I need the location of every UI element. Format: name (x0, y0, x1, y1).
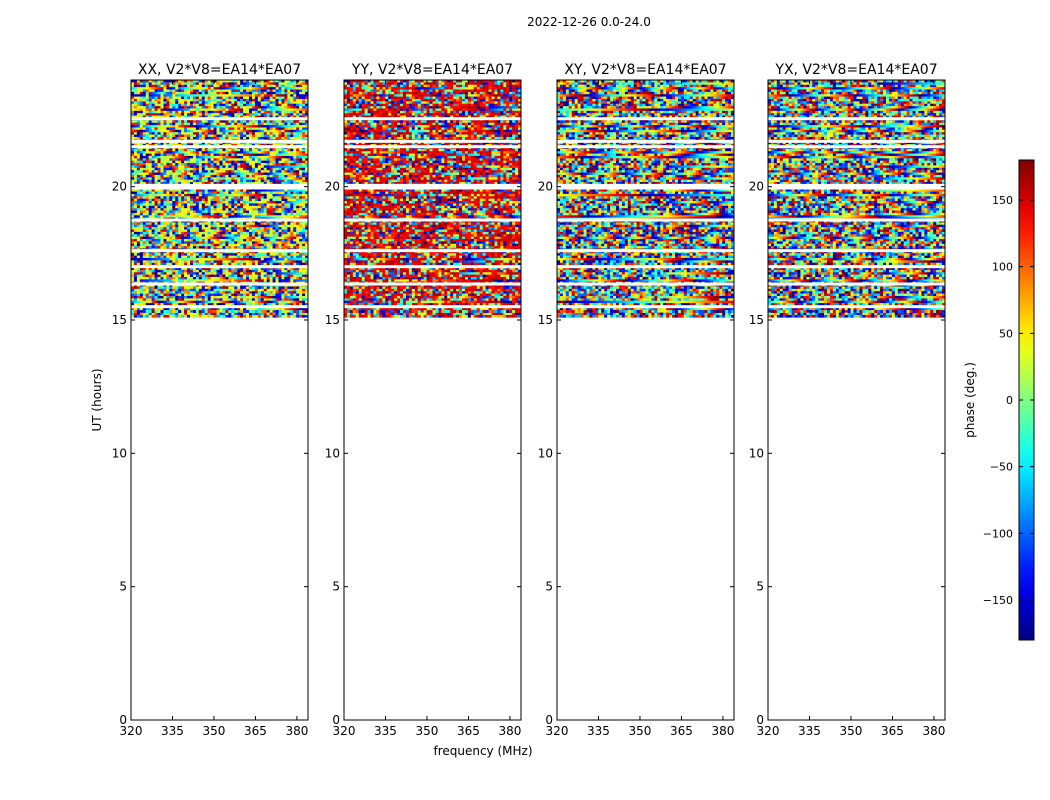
y-tick-label: 15 (112, 313, 127, 327)
colorbar-tick-label: 100 (992, 261, 1013, 274)
y-tick-label: 5 (756, 580, 764, 594)
x-tick-label: 365 (244, 724, 267, 738)
colorbar-tick-label: −50 (990, 461, 1013, 474)
x-tick-label: 350 (416, 724, 439, 738)
panels-group: XX, V2*V8=EA14*EA07 320 335 350 365 380 0 5 10 15… (112, 62, 946, 738)
colorbar-label: phase (deg.) (963, 362, 977, 438)
x-tick-label: 380 (498, 724, 521, 738)
panel-frame (343, 79, 522, 721)
colorbar-tick-label: 50 (999, 327, 1013, 340)
y-tick-label: 20 (749, 180, 764, 194)
x-tick-label: 365 (670, 724, 693, 738)
panel-title: XX, V2*V8=EA14*EA07 (138, 62, 301, 78)
y-tick-label: 10 (325, 446, 340, 460)
figure-suptitle: 2022-12-26 0.0-24.0 (527, 15, 651, 29)
panel-frame (556, 79, 735, 721)
x-axis-label: frequency (MHz) (433, 744, 532, 758)
x-tick-label: 320 (757, 724, 780, 738)
x-tick-label: 335 (798, 724, 821, 738)
y-tick-label: 10 (749, 446, 764, 460)
y-tick-label: 0 (545, 713, 553, 727)
panel-frame (130, 79, 309, 721)
x-tick-label: 365 (457, 724, 480, 738)
y-tick-label: 10 (112, 446, 127, 460)
y-tick-label: 20 (325, 180, 340, 194)
y-axis-label: UT (hours) (90, 368, 104, 431)
colorbar-tick-label: −150 (983, 594, 1013, 607)
x-tick-label: 335 (161, 724, 184, 738)
heatmap-cells (768, 80, 945, 318)
panel-frame (767, 79, 946, 721)
colorbar-tick-label: −100 (983, 527, 1013, 540)
y-tick-label: 20 (538, 180, 553, 194)
colorbar: −150 −100 −50 0 50 100 150 (983, 159, 1035, 641)
heatmap-cells (344, 80, 521, 318)
panel-title: YY, V2*V8=EA14*EA07 (351, 62, 513, 78)
panel-title: YX, V2*V8=EA14*EA07 (774, 62, 937, 78)
x-tick-label: 380 (922, 724, 945, 738)
x-tick-label: 365 (881, 724, 904, 738)
x-tick-label: 350 (203, 724, 226, 738)
x-tick-label: 380 (711, 724, 734, 738)
x-tick-label: 335 (587, 724, 610, 738)
panel-xx: XX, V2*V8=EA14*EA07 320 335 350 365 380 0 5 10 15… (112, 62, 309, 738)
x-tick-label: 350 (840, 724, 863, 738)
panel-yx: YX, V2*V8=EA14*EA07 320 335 350 365 380 0 5 10 15… (749, 62, 946, 738)
panel-title: XY, V2*V8=EA14*EA07 (564, 62, 726, 78)
y-tick-label: 20 (112, 180, 127, 194)
y-tick-label: 5 (119, 580, 127, 594)
y-tick-label: 0 (119, 713, 127, 727)
y-tick-label: 5 (545, 580, 553, 594)
y-tick-label: 0 (332, 713, 340, 727)
x-tick-label: 350 (629, 724, 652, 738)
y-tick-label: 15 (538, 313, 553, 327)
heatmap-cells (131, 80, 308, 318)
colorbar-tick-label: 0 (1006, 394, 1013, 407)
x-tick-label: 320 (120, 724, 143, 738)
colorbar-tick-label: 150 (992, 194, 1013, 207)
panel-xy: XY, V2*V8=EA14*EA07 320 335 350 365 380 0 5 10 15… (538, 62, 735, 738)
y-tick-label: 0 (756, 713, 764, 727)
x-tick-label: 320 (333, 724, 356, 738)
y-tick-label: 10 (538, 446, 553, 460)
heatmap-cells (557, 80, 734, 318)
x-tick-label: 320 (546, 724, 569, 738)
y-tick-label: 15 (325, 313, 340, 327)
panel-yy: YY, V2*V8=EA14*EA07 320 335 350 365 380 0 5 10 15… (325, 62, 522, 738)
y-tick-label: 15 (749, 313, 764, 327)
y-tick-label: 5 (332, 580, 340, 594)
x-tick-label: 380 (285, 724, 308, 738)
x-tick-label: 335 (374, 724, 397, 738)
